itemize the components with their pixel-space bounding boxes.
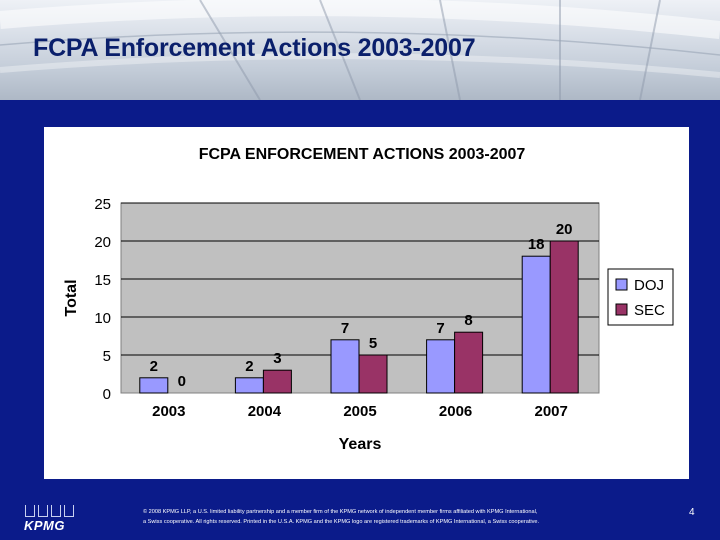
x-axis-label: Years (339, 436, 382, 453)
bar-sec (454, 331, 484, 394)
chart-panel: FCPA ENFORCEMENT ACTIONS 2003-2007 0 5 10 1… (44, 127, 689, 479)
bar-chart: FCPA ENFORCEMENT ACTIONS 2003-2007 0 5 10 1… (63, 146, 674, 453)
data-label-doj: 18 (528, 236, 545, 253)
data-label-sec: 3 (273, 350, 281, 367)
copyright-notice: © 2008 KPMG LLP, a U.S. limited liabilit… (143, 507, 643, 527)
legend-swatch-sec (615, 303, 628, 316)
bar-doj (521, 255, 551, 394)
y-tick-label: 10 (94, 310, 111, 327)
bar-doj (426, 339, 456, 394)
legend-swatch-doj (615, 278, 628, 291)
x-tick-label: 2007 (535, 403, 568, 420)
copyright-line-1: © 2008 KPMG LLP, a U.S. limited liabilit… (143, 509, 538, 515)
page-number: 4 (689, 507, 695, 518)
data-label-sec: 8 (464, 312, 472, 329)
slide-title: FCPA Enforcement Actions 2003-2007 (33, 34, 476, 62)
chart-legend: DOJ SEC (607, 268, 674, 326)
bar-sec (358, 354, 388, 394)
slide-header: FCPA Enforcement Actions 2003-2007 (0, 0, 720, 100)
slide-footer (0, 500, 720, 540)
data-label-sec: 20 (556, 221, 573, 238)
y-axis-label: Total (63, 279, 80, 316)
x-tick-label: 2006 (439, 403, 472, 420)
chart-title: FCPA ENFORCEMENT ACTIONS 2003-2007 (199, 146, 526, 163)
x-tick-label: 2003 (152, 403, 185, 420)
y-axis-ticks: 0 5 10 15 20 25 (94, 196, 111, 403)
data-label-doj: 2 (245, 358, 253, 375)
kpmg-logo: KPMG (20, 505, 82, 537)
kpmg-logo-text: KPMG (24, 518, 65, 533)
y-tick-label: 5 (103, 348, 111, 365)
bar-doj (234, 377, 264, 394)
data-label-sec: 5 (369, 335, 377, 352)
legend-label-sec: SEC (634, 302, 665, 319)
y-tick-label: 0 (103, 386, 111, 403)
header-background-image (0, 0, 720, 100)
x-axis-ticks: 2003 2004 2005 2006 2007 (152, 403, 568, 420)
data-label-doj: 2 (150, 358, 158, 375)
y-tick-label: 25 (94, 196, 111, 213)
data-label-doj: 7 (341, 320, 349, 337)
bar-sec (549, 240, 579, 394)
bar-doj (139, 377, 169, 394)
bar-doj (330, 339, 360, 394)
kpmg-logo-bars-icon (25, 505, 74, 517)
bar-sec (262, 369, 292, 394)
legend-label-doj: DOJ (634, 277, 664, 294)
x-tick-label: 2005 (343, 403, 376, 420)
x-tick-label: 2004 (248, 403, 282, 420)
copyright-line-2: a Swiss cooperative. All rights reserved… (143, 519, 540, 525)
legend-box (607, 268, 674, 326)
data-label-sec: 0 (178, 373, 186, 390)
y-tick-label: 20 (94, 234, 111, 251)
data-label-doj: 7 (436, 320, 444, 337)
bars (139, 240, 579, 394)
y-tick-label: 15 (94, 272, 111, 289)
